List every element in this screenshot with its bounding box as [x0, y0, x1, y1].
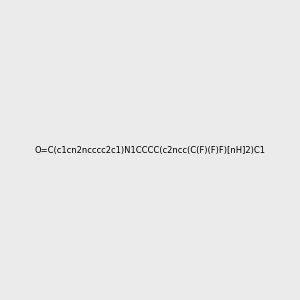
Text: O=C(c1cn2ncccc2c1)N1CCCC(c2ncc(C(F)(F)F)[nH]2)C1: O=C(c1cn2ncccc2c1)N1CCCC(c2ncc(C(F)(F)F)… [34, 146, 266, 154]
